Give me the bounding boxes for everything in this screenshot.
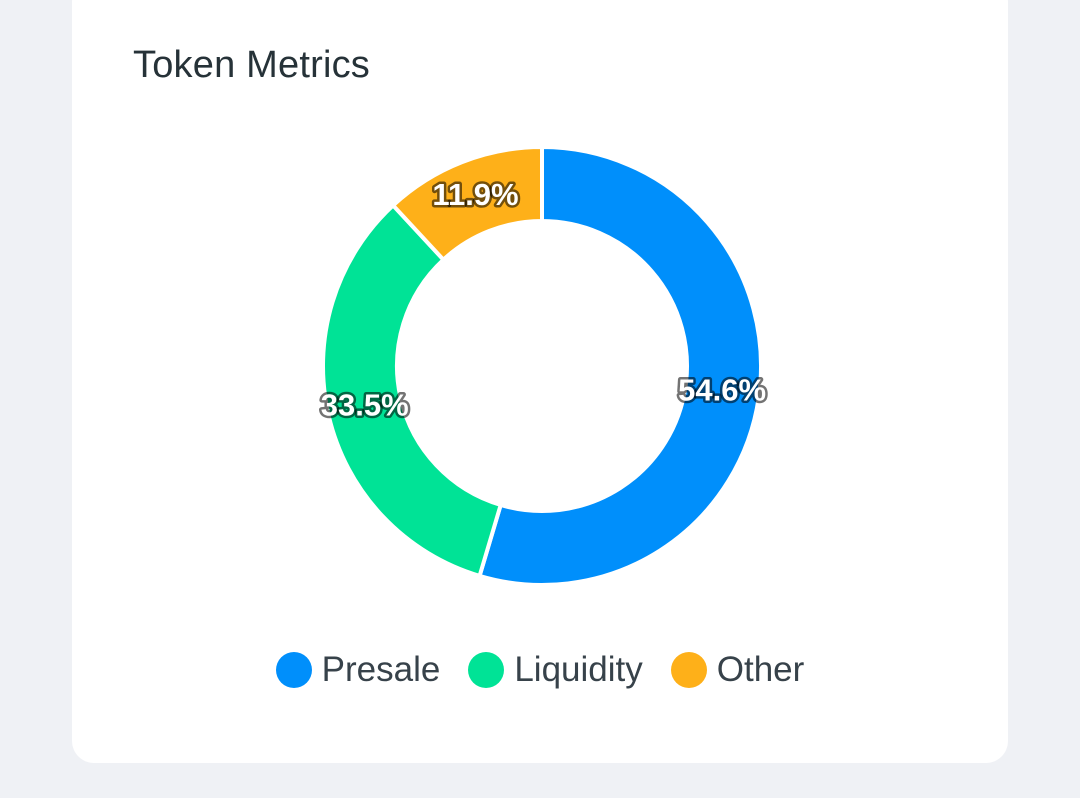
legend-label: Presale xyxy=(321,650,441,689)
legend-item-other[interactable]: Other xyxy=(670,650,805,690)
legend-item-presale[interactable]: Presale xyxy=(275,650,441,690)
donut-slice-other[interactable] xyxy=(390,144,544,263)
donut-slice-liquidity[interactable] xyxy=(321,202,504,579)
legend-label: Other xyxy=(716,650,805,689)
legend-marker-icon xyxy=(670,652,707,688)
legend-label: Liquidity xyxy=(514,650,643,689)
slice-label-liquidity: 33.5% xyxy=(321,388,409,423)
card-title: Token Metrics xyxy=(133,44,371,86)
legend-item-liquidity[interactable]: Liquidity xyxy=(468,650,643,690)
legend-marker-icon xyxy=(468,652,505,688)
slice-label-other: 11.9% xyxy=(432,177,518,212)
chart-legend: Presale Liquidity Other xyxy=(0,650,1080,690)
slice-label-presale: 54.6% xyxy=(678,372,766,407)
donut-slice-presale[interactable] xyxy=(477,144,763,587)
legend-marker-icon xyxy=(275,652,312,688)
token-metrics-card xyxy=(72,0,1008,763)
